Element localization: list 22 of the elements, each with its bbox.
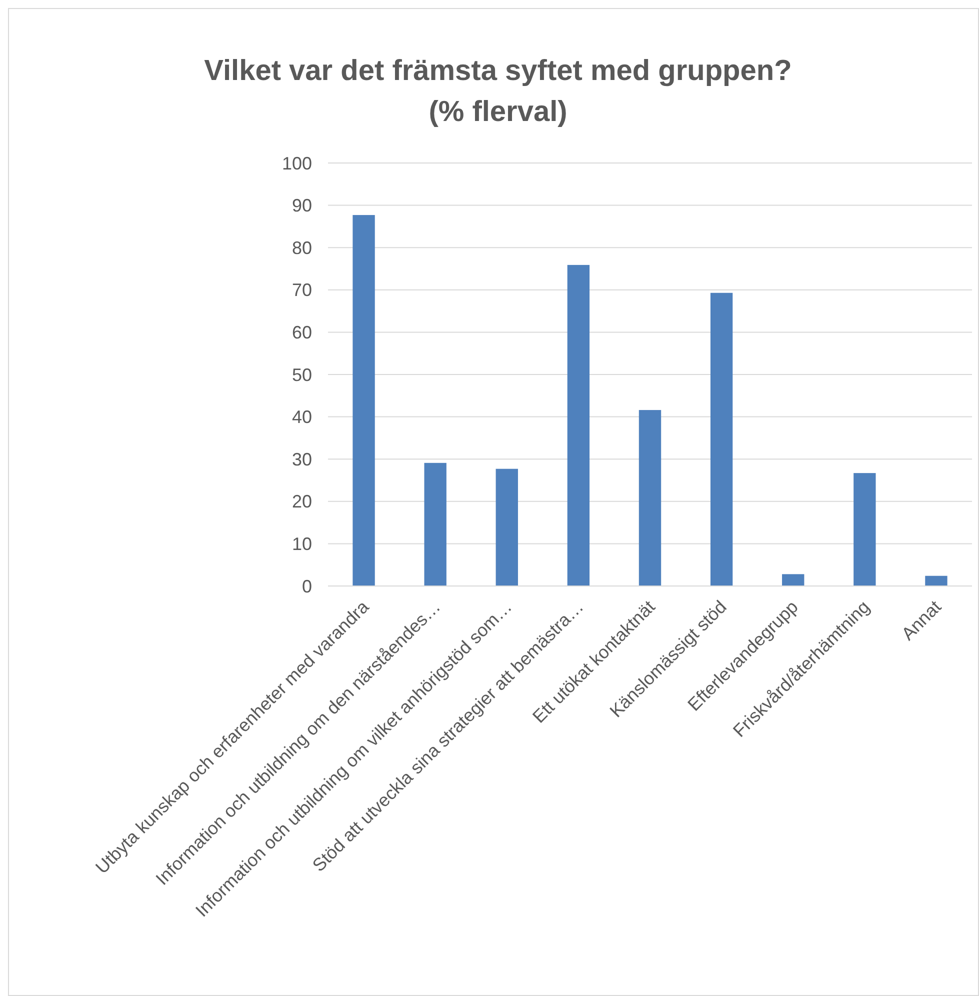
chart-subtitle: (% flerval) [428, 96, 568, 128]
bar [782, 574, 804, 586]
bar [854, 473, 876, 586]
y-tick-label: 40 [292, 407, 312, 428]
bar [424, 462, 446, 586]
y-tick-label: 60 [292, 322, 312, 342]
y-tick-label: 10 [292, 534, 312, 554]
bar [638, 410, 662, 586]
bar [352, 215, 375, 586]
y-tick-label: 50 [292, 364, 312, 385]
bar [925, 576, 948, 586]
y-tick-label: 90 [292, 196, 312, 216]
y-tick-label: 80 [292, 238, 312, 258]
chart-title: Vilket var det främsta syftet med gruppen? [204, 55, 792, 87]
y-tick-label: 70 [292, 280, 312, 300]
bar [710, 292, 733, 586]
bar [496, 468, 518, 586]
y-tick-label: 20 [292, 492, 312, 512]
y-tick-label: 30 [292, 449, 312, 470]
y-tick-label: 100 [282, 153, 312, 174]
bar [567, 264, 590, 586]
y-tick-label: 0 [302, 576, 312, 596]
